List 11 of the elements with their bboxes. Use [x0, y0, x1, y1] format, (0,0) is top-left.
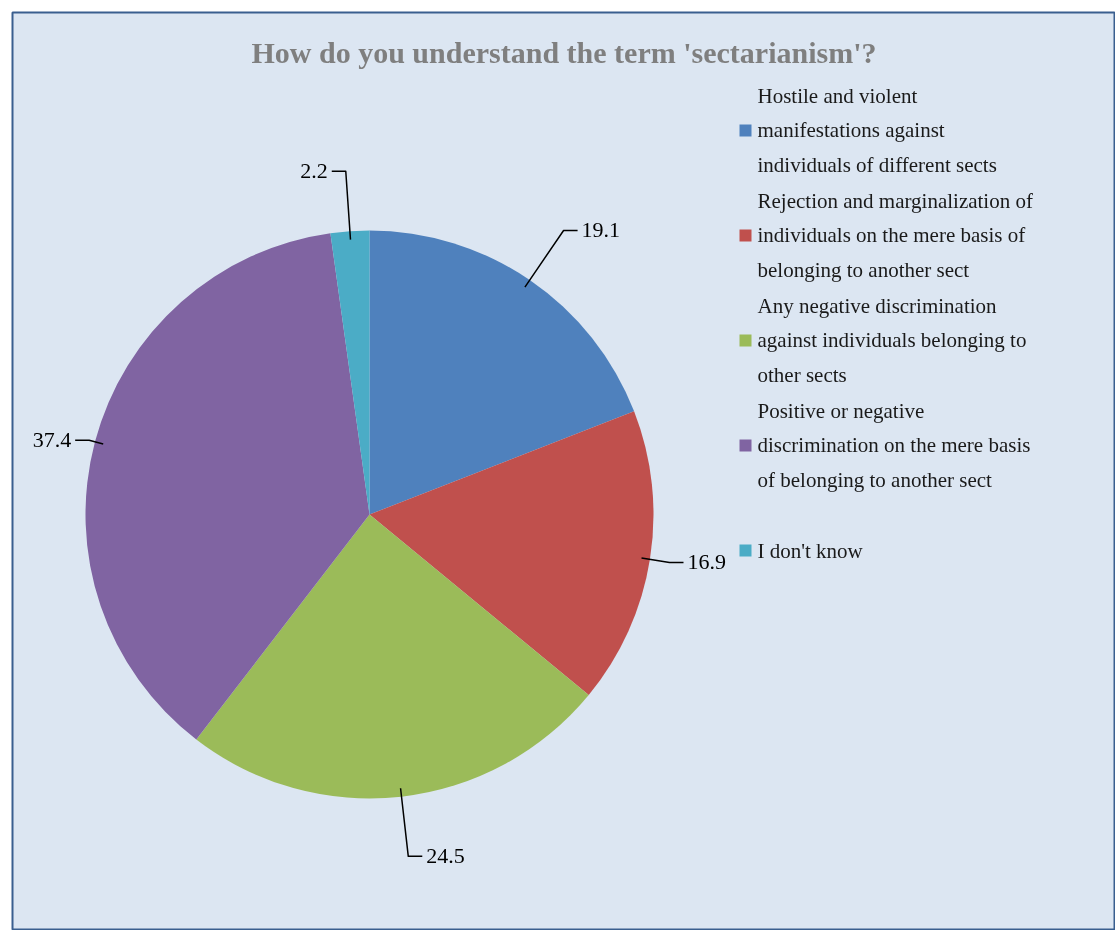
legend-label: Positive or negative discrimination on the mere basis of belonging to another sect — [757, 399, 1031, 492]
legend-label: I don't know — [757, 538, 864, 563]
data-label: 16.9 — [687, 549, 726, 575]
data-label: 37.4 — [32, 427, 72, 453]
data-label: 24.5 — [426, 843, 465, 869]
legend-label: Any negative discrimination against individuals belonging to other sects — [757, 294, 1027, 387]
legend-label: Hostile and violent manifestations against individuals of different sects — [757, 84, 997, 177]
data-label: 2.2 — [300, 158, 328, 184]
data-label: 19.1 — [581, 217, 621, 243]
legend-label: Rejection and marginalization of individuals on the mere basis of belonging to another sect — [757, 189, 1033, 282]
chart-title: How do you understand the term 'sectarianism'? — [251, 36, 877, 69]
